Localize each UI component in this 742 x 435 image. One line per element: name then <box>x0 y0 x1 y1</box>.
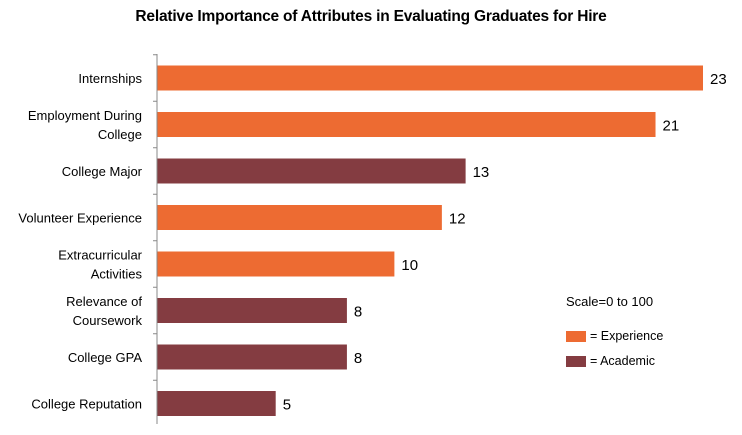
value-label-college-major: 13 <box>473 164 490 181</box>
category-label-extracurricular-activities: Extracurricular Activities <box>58 248 142 282</box>
value-label-college-reputation: 5 <box>283 397 291 414</box>
bar-relevance-of-coursework <box>157 298 347 323</box>
chart-title: Relative Importance of Attributes in Eva… <box>135 8 607 25</box>
category-label-college-major: College Major <box>62 164 143 179</box>
value-label-volunteer-experience: 12 <box>449 211 466 228</box>
value-label-relevance-of-coursework: 8 <box>354 304 362 321</box>
legend-swatch-academic <box>566 355 586 367</box>
bar-college-gpa <box>157 344 347 370</box>
legend-label-academic: = Academic <box>590 354 655 368</box>
value-label-internships: 23 <box>710 71 727 88</box>
category-label-college-gpa: College GPA <box>68 350 143 365</box>
bar-extracurricular-activities <box>157 251 395 277</box>
legend-label-experience: = Experience <box>590 329 664 343</box>
value-label-college-gpa: 8 <box>354 350 362 367</box>
value-label-employment-during-college: 21 <box>663 118 680 135</box>
legend-swatch-experience <box>566 330 586 342</box>
category-label-relevance-of-coursework: Relevance of Coursework <box>66 294 142 328</box>
bar-internships <box>157 65 703 91</box>
category-label-volunteer-experience: Volunteer Experience <box>18 211 142 226</box>
bar-college-reputation <box>157 391 276 416</box>
value-label-extracurricular-activities: 10 <box>401 257 418 274</box>
bar-employment-during-college <box>157 112 656 137</box>
scale-note: Scale=0 to 100 <box>566 294 654 309</box>
bar-college-major <box>157 158 466 184</box>
legend-item-experience: = Experience <box>566 329 663 343</box>
bar-volunteer-experience <box>157 205 442 230</box>
legend-item-academic: = Academic <box>566 354 655 368</box>
category-label-college-reputation: College Reputation <box>31 397 142 412</box>
category-label-employment-during-college: Employment During College <box>28 108 142 142</box>
category-label-internships: Internships <box>78 71 142 86</box>
